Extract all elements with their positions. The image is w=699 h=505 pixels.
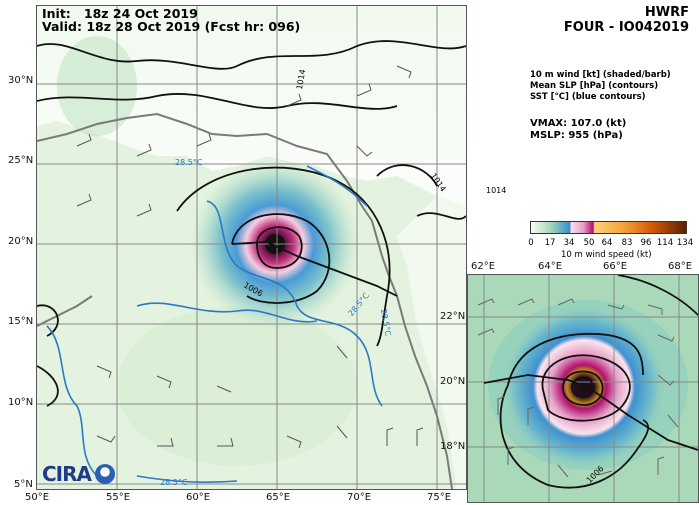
inset-lon-tick: 66°E <box>603 261 628 272</box>
lat-tick: 30°N <box>8 75 34 86</box>
inset-lon-tick: 64°E <box>538 261 563 272</box>
wind-barbs <box>76 65 424 449</box>
lon-tick: 75°E <box>427 492 452 503</box>
legend-description: 10 m wind [kt] (shaded/barb) Mean SLP [h… <box>530 70 671 102</box>
lat-tick: 15°N <box>8 316 34 327</box>
inset-lon-tick: 68°E <box>668 261 693 272</box>
inset-lat-tick: 18°N <box>440 441 466 452</box>
globe-icon <box>95 464 115 484</box>
inset-lon-tick: 62°E <box>471 261 496 272</box>
sst-label: 28.5°C <box>175 158 203 167</box>
storm-stats: VMAX: 107.0 (kt) MSLP: 955 (hPa) <box>530 118 627 141</box>
lat-tick: 5°N <box>14 479 33 490</box>
title-block: HWRF FOUR - IO042019 <box>563 5 689 35</box>
lon-tick: 55°E <box>106 492 131 503</box>
inset-map-panel <box>467 274 699 503</box>
colorbar-label: 10 m wind speed (kt) <box>561 250 652 260</box>
inset-map-graphic <box>468 275 698 502</box>
lat-tick: 20°N <box>8 236 34 247</box>
lon-tick: 70°E <box>347 492 372 503</box>
colorbar <box>530 221 687 234</box>
slp-contour-outer <box>176 166 391 347</box>
sst-label: 28.5°C <box>160 478 188 487</box>
lat-tick: 10°N <box>8 397 34 408</box>
lon-tick: 50°E <box>25 492 50 503</box>
lat-tick: 25°N <box>8 155 34 166</box>
slp-label: 1014 <box>486 186 507 195</box>
inset-lat-tick: 20°N <box>440 376 466 387</box>
lon-tick: 65°E <box>266 492 291 503</box>
main-map-graphic <box>37 6 466 489</box>
inset-lat-tick: 22°N <box>440 311 466 322</box>
init-line: Init: 18z 24 Oct 2019 <box>42 6 198 21</box>
lon-tick: 60°E <box>186 492 211 503</box>
valid-line: Valid: 18z 28 Oct 2019 (Fcst hr: 096) <box>42 19 301 34</box>
main-map-panel <box>36 5 467 490</box>
cira-logo: CIRA <box>42 462 115 486</box>
